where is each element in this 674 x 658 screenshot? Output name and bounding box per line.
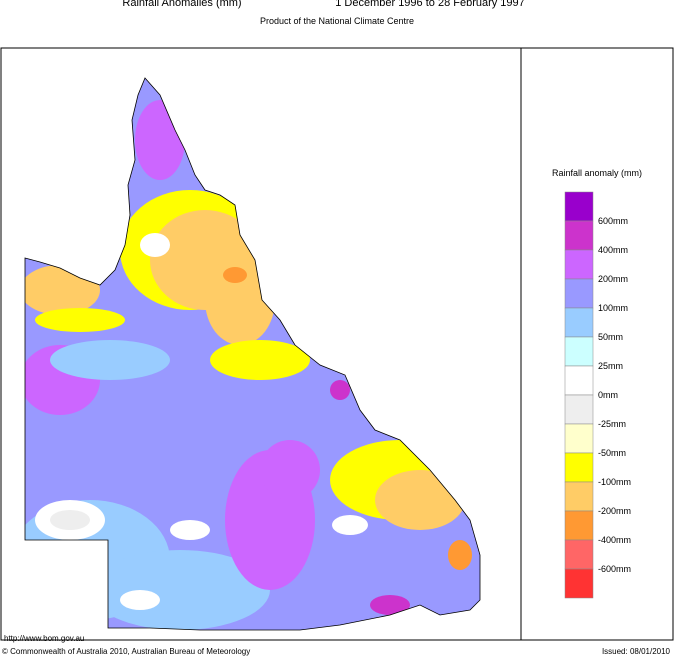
legend: 600mm 400mm 200mm 100mm 50mm 25mm 0mm -25mm -50m…	[564, 191, 631, 599]
legend-swatch	[564, 365, 594, 396]
subtitle: Product of the National Climate Centre	[260, 16, 414, 26]
copyright: © Commonwealth of Australia 2010, Austra…	[2, 647, 250, 656]
legend-label: -25mm	[598, 419, 626, 429]
legend-label: -100mm	[598, 477, 631, 487]
map	[25, 78, 480, 630]
issued: Issued: 08/01/2010	[602, 647, 671, 656]
legend-title: Rainfall anomaly (mm)	[552, 168, 642, 178]
legend-label: 100mm	[598, 303, 628, 313]
legend-swatch	[564, 423, 594, 454]
legend-label: 600mm	[598, 216, 628, 226]
url: http://www.bom.gov.au	[4, 634, 84, 643]
legend-label: 50mm	[598, 332, 623, 342]
legend-label: -400mm	[598, 535, 631, 545]
legend-swatch	[564, 539, 594, 570]
frame	[0, 47, 674, 641]
legend-label: 25mm	[598, 361, 623, 371]
legend-swatch	[564, 278, 594, 309]
legend-swatch	[564, 191, 594, 222]
legend-swatch	[564, 336, 594, 367]
legend-label: -50mm	[598, 448, 626, 458]
legend-swatch	[564, 249, 594, 280]
title: Rainfall Anomalies (mm)	[122, 0, 241, 9]
legend-label: 400mm	[598, 245, 628, 255]
legend-label: 0mm	[598, 390, 618, 400]
legend-swatch	[564, 481, 594, 512]
legend-swatch	[564, 568, 594, 599]
legend-label: -600mm	[598, 564, 631, 574]
period: 1 December 1996 to 28 February 1997	[335, 0, 525, 9]
legend-swatch	[564, 394, 594, 425]
state-outline	[24, 77, 481, 631]
legend-swatch	[564, 220, 594, 251]
legend-label: -200mm	[598, 506, 631, 516]
legend-swatch	[564, 510, 594, 541]
legend-swatch	[564, 452, 594, 483]
legend-label: 200mm	[598, 274, 628, 284]
legend-swatch	[564, 307, 594, 338]
